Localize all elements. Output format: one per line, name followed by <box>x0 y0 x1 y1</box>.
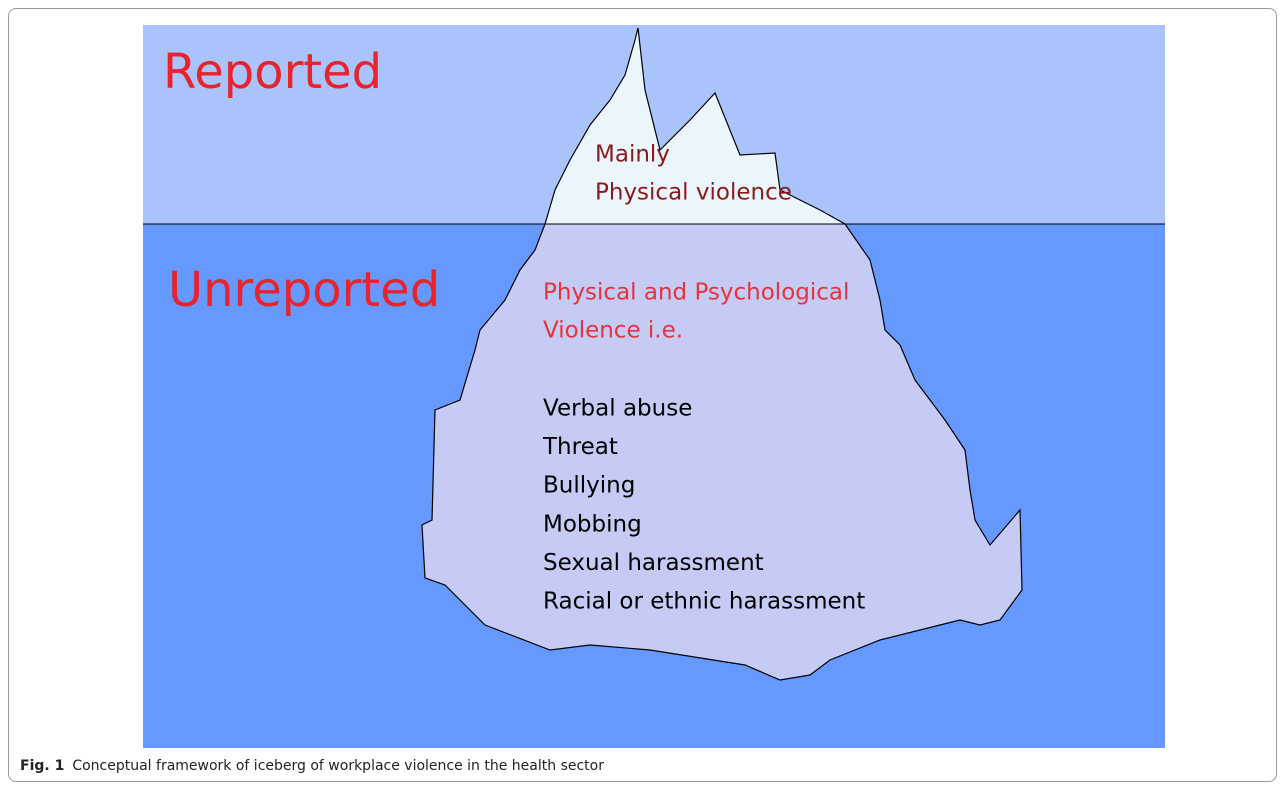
item: Threat <box>542 434 618 460</box>
item: Mobbing <box>543 511 642 537</box>
item: Racial or ethnic harassment <box>543 589 865 615</box>
item: Sexual harassment <box>543 550 764 576</box>
tip-text: Mainly <box>595 142 670 168</box>
item: Verbal abuse <box>543 396 692 422</box>
above-label: Reported <box>163 44 382 100</box>
below-label: Unreported <box>168 262 440 318</box>
caption-text: Conceptual framework of iceberg of workp… <box>72 758 604 774</box>
caption-label: Fig. 1 <box>20 758 64 774</box>
iceberg-diagram: Reported Unreported Mainly Physical viol… <box>0 0 1287 792</box>
body-heading: Physical and Psychological <box>543 280 849 306</box>
tip-text: Physical violence <box>595 180 792 206</box>
body-heading: Violence i.e. <box>543 318 683 344</box>
page: Reported Unreported Mainly Physical viol… <box>0 0 1287 792</box>
caption: Fig. 1 Conceptual framework of iceberg of… <box>20 758 604 774</box>
item: Bullying <box>543 473 635 499</box>
